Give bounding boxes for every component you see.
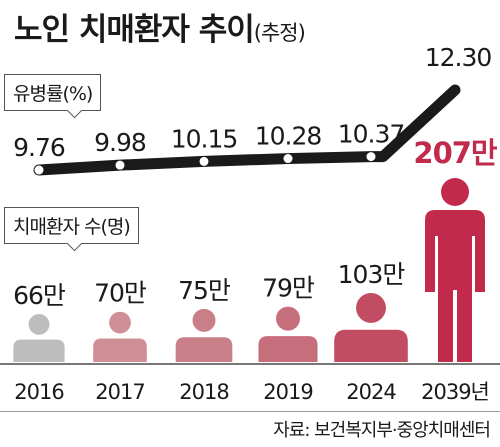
prevalence-value-label: 9.76: [13, 133, 65, 162]
patients-value-label: 103만: [338, 260, 406, 289]
prevalence-point-2019: [283, 154, 293, 164]
x-tick-label: 2024: [346, 380, 396, 404]
patients-value-label: 207만: [413, 136, 498, 170]
patients-bar-2018: 75만: [175, 276, 233, 362]
person-body: [175, 337, 233, 362]
title-note: (추정): [253, 21, 306, 45]
person-body: [13, 339, 65, 362]
person-head: [109, 311, 131, 334]
person-head: [192, 308, 216, 332]
prevalence-value-label: 10.15: [171, 124, 238, 153]
patients-bar-2017: 70만: [93, 279, 148, 362]
x-tick-label: 2017: [95, 380, 144, 404]
title-main: 노인 치매환자 추이: [14, 12, 255, 48]
prevalence-value-label: 9.98: [94, 128, 146, 157]
legend-patients-label: 치매환자 수(명): [13, 216, 131, 238]
prevalence-value-label: 10.28: [255, 122, 322, 151]
patients-bar-2016: 66만: [13, 281, 67, 362]
patients-bar-2019: 79만: [258, 274, 318, 362]
prevalence-point-2018: [199, 156, 209, 166]
chart-title: 노인 치매환자 추이(추정): [14, 4, 306, 49]
patients-value-label: 79만: [262, 274, 315, 303]
person-body: [258, 336, 318, 362]
person-body: [334, 329, 408, 362]
x-axis-bottom-rule: [0, 411, 500, 412]
x-tick-label: 2019: [263, 380, 312, 404]
prevalence-point-2024: [366, 152, 376, 162]
person-body: [93, 338, 147, 362]
patients-value-label: 66만: [13, 281, 66, 310]
person-head: [441, 178, 469, 206]
person-head: [356, 293, 386, 323]
source-note: 자료: 보건복지부·중앙치매센터: [273, 420, 491, 441]
patients-bar-2039년: 207만: [413, 136, 499, 362]
legend-patients: 치매환자 수(명): [4, 207, 139, 252]
prevalence-point-2016: [34, 165, 44, 175]
patients-bar-2024: 103만: [334, 260, 408, 362]
prevalence-point-2017: [115, 160, 125, 170]
legend-prevalence: 유병률(%): [4, 74, 102, 119]
prevalence-value-label: 10.37: [338, 120, 405, 149]
person-body: [425, 210, 485, 362]
person-head: [28, 314, 50, 335]
patients-value-label: 75만: [178, 276, 231, 305]
x-tick-label: 2039년: [421, 380, 489, 404]
x-tick-label: 2018: [179, 380, 228, 404]
patients-value-label: 70만: [94, 279, 147, 308]
legend-prevalence-label: 유병률(%): [13, 83, 93, 105]
person-head: [276, 306, 300, 331]
prevalence-value-label: 12.30: [425, 43, 492, 72]
x-axis-line: [0, 363, 500, 365]
x-tick-label: 2016: [14, 380, 64, 404]
